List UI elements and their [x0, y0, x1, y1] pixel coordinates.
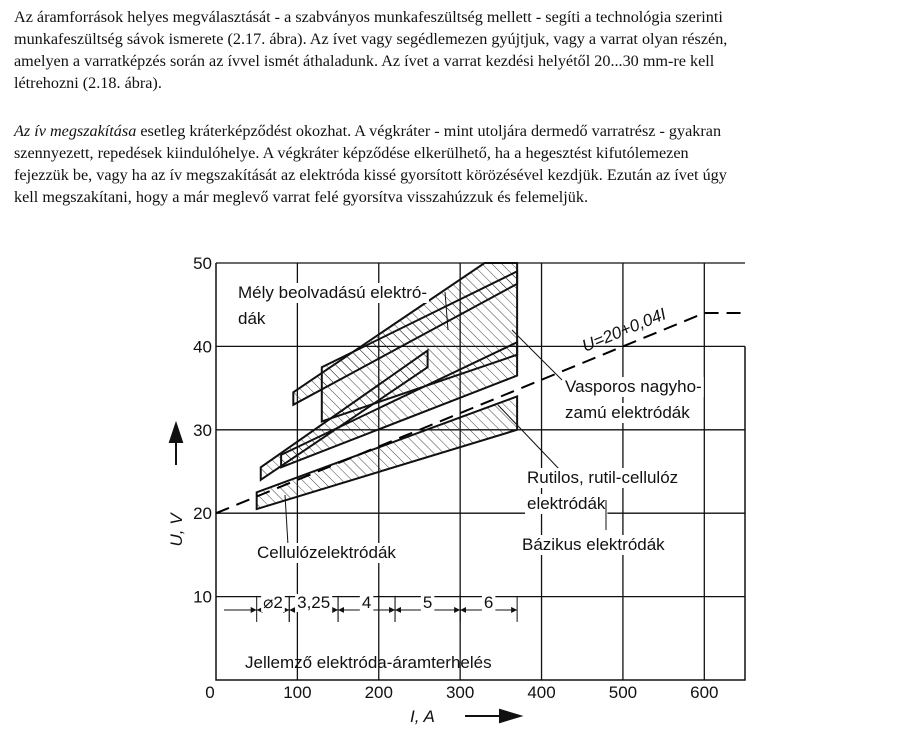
- range-label: 5: [423, 593, 432, 612]
- range-label: 4: [362, 593, 371, 612]
- text-line: kell megszakítani, hogy a már meglevő va…: [14, 188, 589, 206]
- series-line: [215, 312, 745, 515]
- paragraph: Az ív megszakítása esetleg kráterképződé…: [14, 120, 727, 208]
- region-label: Mély beolvadású elektró-: [238, 283, 427, 302]
- range-label: 3,25: [297, 593, 330, 612]
- x-tick-label: 200: [365, 683, 393, 702]
- text-line: szennyezett, repedések kiindulóhelye. A …: [14, 144, 689, 162]
- label-background: [236, 283, 429, 303]
- leader-line: [444, 291, 449, 331]
- label-background: [359, 593, 374, 612]
- y-tick-label: 20: [193, 504, 212, 523]
- x-tick-label: 600: [690, 683, 718, 702]
- region-label: zamú elektródák: [565, 403, 690, 422]
- emphasis: Az ív megszakítása: [14, 122, 137, 140]
- text: esetleg kráterképződést okozhat. A végkr…: [136, 122, 722, 140]
- label-background: [255, 543, 398, 563]
- x-axis-label: I, A: [410, 707, 435, 726]
- label-background: [520, 535, 667, 555]
- range-label: ⌀2: [263, 593, 283, 612]
- text-line: amelyen a varratképzés során az ívvel is…: [14, 52, 715, 70]
- label-background: [525, 494, 608, 514]
- axis-arrow: [465, 708, 524, 724]
- x-tick-label: 100: [283, 683, 311, 702]
- region: [255, 395, 519, 511]
- text-line: Az áramforrások helyes megválasztását - …: [14, 8, 723, 26]
- region-label: dák: [238, 309, 266, 328]
- x-tick-label: 400: [527, 683, 555, 702]
- axis-arrow: [168, 420, 184, 465]
- text-line: fejezzük be, vagy ha az ív megszakítását…: [14, 166, 727, 184]
- text-line: munkafeszültség sávok ismerete (2.17. áb…: [14, 30, 728, 48]
- y-axis-label: U, V: [167, 512, 186, 547]
- label-background: [420, 593, 435, 612]
- x-tick-label: 0: [205, 683, 214, 702]
- label-background: [563, 377, 704, 397]
- y-tick-label: 40: [193, 337, 212, 356]
- region-label: Cellulózelektródák: [257, 543, 396, 562]
- y-tick-label: 50: [193, 254, 212, 273]
- text-line: létrehozni (2.18. ábra).: [14, 74, 162, 92]
- leader-line: [511, 329, 563, 381]
- series-name: U=20+0,04I: [579, 304, 669, 355]
- region-label: Vasporos nagyho-: [565, 377, 702, 396]
- leader-line: [497, 404, 561, 471]
- x-tick-label: 500: [609, 683, 637, 702]
- region-label: elektródák: [527, 494, 606, 513]
- region: [259, 348, 429, 482]
- paragraph: Az áramforrások helyes megválasztását - …: [14, 6, 727, 94]
- label-background: [236, 309, 268, 329]
- y-tick-label: 10: [193, 588, 212, 607]
- leader-line: [284, 494, 289, 546]
- range-label: 6: [484, 593, 493, 612]
- label-background: [525, 468, 681, 488]
- range-caption: Jellemző elektróda-áramterhelés: [245, 653, 492, 672]
- region-label: Rutilos, rutil-cellulóz: [527, 468, 678, 487]
- y-tick-label: 30: [193, 421, 212, 440]
- x-tick-label: 300: [446, 683, 474, 702]
- label-background: [563, 403, 692, 423]
- label-background: [295, 593, 333, 612]
- label-background: [481, 593, 496, 612]
- label-background: [261, 593, 285, 612]
- text-line: Az ív megszakítása esetleg kráterképződé…: [14, 120, 727, 142]
- region-label: Bázikus elektródák: [522, 535, 665, 554]
